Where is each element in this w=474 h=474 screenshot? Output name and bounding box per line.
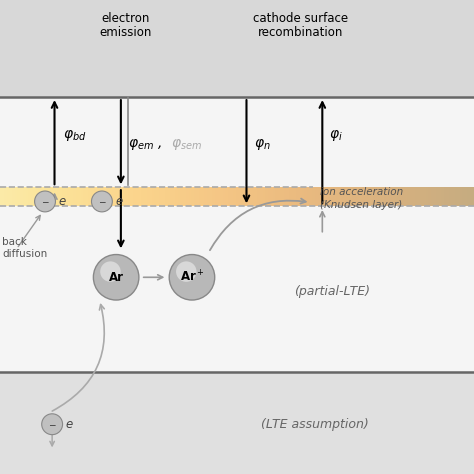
Text: $-$: $-$	[48, 419, 56, 428]
Circle shape	[91, 191, 112, 212]
Text: recombination: recombination	[258, 26, 344, 39]
Text: e: e	[58, 195, 65, 208]
Text: $\varphi_{n}$: $\varphi_{n}$	[254, 137, 270, 152]
Circle shape	[42, 414, 63, 435]
Text: (partial-LTE): (partial-LTE)	[294, 285, 370, 298]
Circle shape	[100, 261, 121, 282]
Text: $\varphi_{sem}$: $\varphi_{sem}$	[171, 137, 201, 152]
Text: $\varphi_{bd}$: $\varphi_{bd}$	[63, 128, 87, 143]
Text: e: e	[65, 418, 73, 431]
Bar	[0, 372, 474, 474]
Text: Ar$^+$: Ar$^+$	[180, 270, 204, 285]
Text: (Knudsen layer): (Knudsen layer)	[320, 200, 402, 210]
Bar	[0, 97, 474, 372]
Text: $-$: $-$	[98, 197, 106, 205]
Circle shape	[35, 191, 55, 212]
Text: $-$: $-$	[41, 197, 49, 205]
Text: diffusion: diffusion	[2, 248, 47, 259]
Text: electron: electron	[101, 12, 150, 25]
Text: emission: emission	[100, 26, 152, 39]
Text: back: back	[2, 237, 27, 247]
Text: e: e	[115, 195, 122, 208]
Text: $\varphi_{em}$ ,: $\varphi_{em}$ ,	[128, 137, 164, 152]
Circle shape	[93, 255, 139, 300]
Text: cathode surface: cathode surface	[254, 12, 348, 25]
Text: (LTE assumption): (LTE assumption)	[261, 418, 368, 431]
Bar	[0, 0, 474, 97]
Circle shape	[169, 255, 215, 300]
Circle shape	[176, 261, 197, 282]
Text: ion acceleration: ion acceleration	[320, 187, 403, 197]
Text: $\varphi_{i}$: $\varphi_{i}$	[329, 128, 343, 143]
Text: Ar: Ar	[109, 271, 124, 284]
Bar	[0, 187, 474, 206]
